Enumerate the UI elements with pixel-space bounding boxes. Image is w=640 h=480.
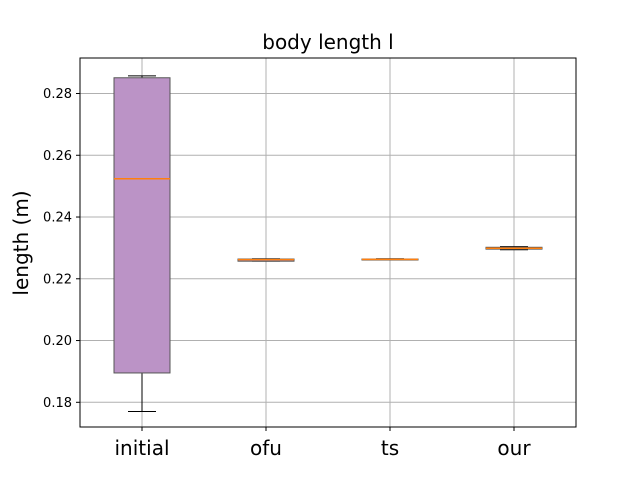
y-tick-label: 0.26: [43, 149, 72, 164]
x-tick-label: ofu: [250, 436, 282, 460]
box-ofu: [237, 258, 295, 262]
x-tick-label: initial: [115, 436, 170, 460]
chart-title: body length l: [262, 30, 393, 54]
y-tick-label: 0.22: [43, 272, 72, 287]
box-body: [113, 77, 171, 374]
y-axis-label: length (m): [9, 190, 33, 295]
box-layer: [113, 75, 543, 413]
y-tick-label: 0.28: [43, 87, 72, 102]
x-tick-label: ts: [381, 436, 399, 460]
y-tick-label: 0.20: [43, 334, 72, 349]
tick-layer: 0.18 0.20 0.22 0.24 0.26 0.28 initial ofu ts our: [43, 87, 531, 460]
box-our: [485, 246, 543, 251]
y-tick-label: 0.18: [43, 396, 72, 411]
y-tick-label: 0.24: [43, 211, 72, 226]
box-ts: [361, 258, 419, 261]
box-initial: [113, 75, 171, 413]
x-tick-label: our: [497, 436, 531, 460]
plot-frame: [79, 57, 577, 428]
